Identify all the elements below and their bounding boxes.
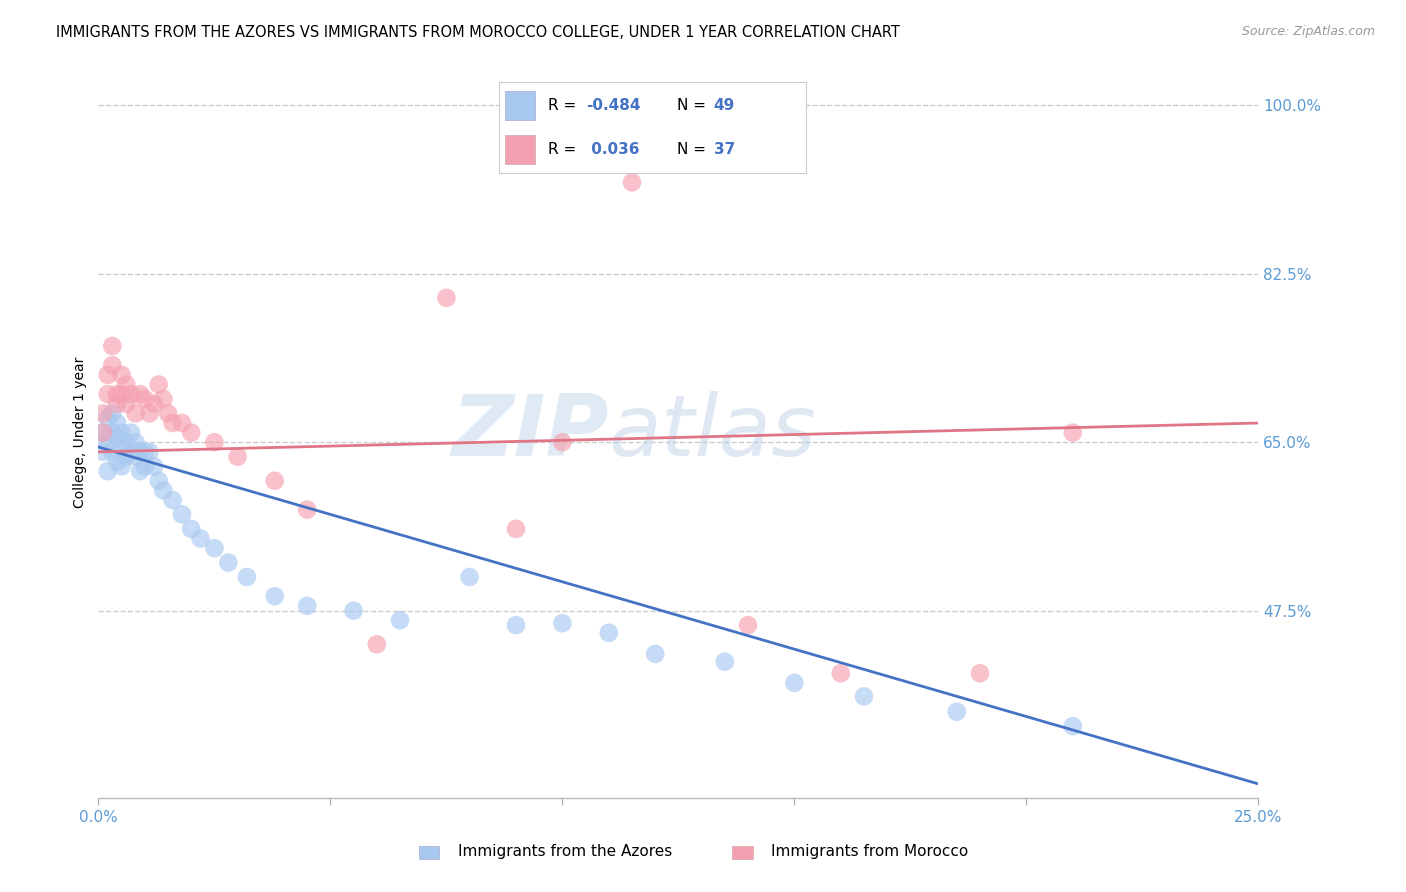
Point — [101, 358, 124, 372]
Point — [505, 522, 527, 536]
Point — [505, 618, 527, 632]
Point — [105, 454, 128, 468]
Point — [115, 397, 138, 411]
Point — [1062, 425, 1084, 440]
Point — [1062, 719, 1084, 733]
Point — [236, 570, 259, 584]
Point — [124, 435, 146, 450]
Point — [148, 377, 170, 392]
Point — [120, 387, 142, 401]
Point — [297, 502, 319, 516]
Point — [152, 483, 174, 498]
Y-axis label: College, Under 1 year: College, Under 1 year — [73, 357, 87, 508]
Point — [115, 377, 138, 392]
Point — [263, 474, 285, 488]
Point — [621, 175, 644, 189]
Point — [134, 392, 156, 406]
Point — [297, 599, 319, 613]
Point — [263, 589, 285, 603]
Point — [97, 435, 120, 450]
Point — [737, 618, 759, 632]
Point — [217, 556, 239, 570]
Point — [366, 637, 388, 651]
Point — [134, 445, 156, 459]
FancyBboxPatch shape — [731, 846, 752, 859]
Point — [101, 425, 124, 440]
Point — [105, 397, 128, 411]
Point — [644, 647, 666, 661]
Point — [551, 435, 574, 450]
Text: Source: ZipAtlas.com: Source: ZipAtlas.com — [1241, 25, 1375, 38]
Text: IMMIGRANTS FROM THE AZORES VS IMMIGRANTS FROM MOROCCO COLLEGE, UNDER 1 YEAR CORR: IMMIGRANTS FROM THE AZORES VS IMMIGRANTS… — [56, 25, 900, 40]
Point — [97, 411, 120, 425]
Point — [101, 339, 124, 353]
Point — [152, 392, 174, 406]
Point — [946, 705, 969, 719]
Point — [97, 464, 120, 478]
Point — [97, 368, 120, 382]
Point — [162, 493, 184, 508]
Point — [115, 450, 138, 464]
Point — [783, 676, 806, 690]
Point — [105, 430, 128, 444]
Point — [551, 616, 574, 631]
Point — [91, 445, 114, 459]
Point — [170, 508, 193, 522]
Point — [129, 387, 152, 401]
Point — [111, 387, 132, 401]
Point — [180, 425, 202, 440]
Point — [105, 387, 128, 401]
Point — [226, 450, 249, 464]
Point — [105, 416, 128, 430]
Point — [162, 416, 184, 430]
Point — [830, 666, 852, 681]
Point — [120, 445, 142, 459]
Text: ZIP: ZIP — [451, 391, 609, 475]
Point — [204, 541, 226, 555]
Text: atlas: atlas — [609, 391, 817, 475]
Point — [124, 450, 146, 464]
Point — [180, 522, 202, 536]
Text: Immigrants from Morocco: Immigrants from Morocco — [772, 844, 969, 858]
Point — [714, 655, 737, 669]
Point — [969, 666, 991, 681]
Point — [388, 613, 412, 627]
Point — [124, 406, 146, 420]
Point — [190, 532, 212, 546]
Point — [129, 445, 152, 459]
Point — [852, 690, 875, 704]
Point — [91, 425, 114, 440]
Point — [120, 425, 142, 440]
Point — [143, 397, 166, 411]
Point — [111, 440, 132, 454]
Point — [138, 406, 160, 420]
FancyBboxPatch shape — [419, 846, 440, 859]
Point — [148, 474, 170, 488]
Point — [598, 625, 620, 640]
Point — [111, 425, 132, 440]
Point — [129, 464, 152, 478]
Point — [170, 416, 193, 430]
Point — [115, 435, 138, 450]
Point — [91, 406, 114, 420]
Point — [343, 604, 366, 618]
Point — [111, 459, 132, 474]
Point — [97, 387, 120, 401]
Point — [157, 406, 180, 420]
Point — [91, 425, 114, 440]
Point — [204, 435, 226, 450]
Point — [111, 368, 132, 382]
Point — [143, 459, 166, 474]
Point — [436, 291, 458, 305]
Point — [101, 406, 124, 420]
Point — [134, 459, 156, 474]
Text: Immigrants from the Azores: Immigrants from the Azores — [458, 844, 672, 858]
Point — [138, 445, 160, 459]
Point — [101, 445, 124, 459]
Point — [458, 570, 481, 584]
